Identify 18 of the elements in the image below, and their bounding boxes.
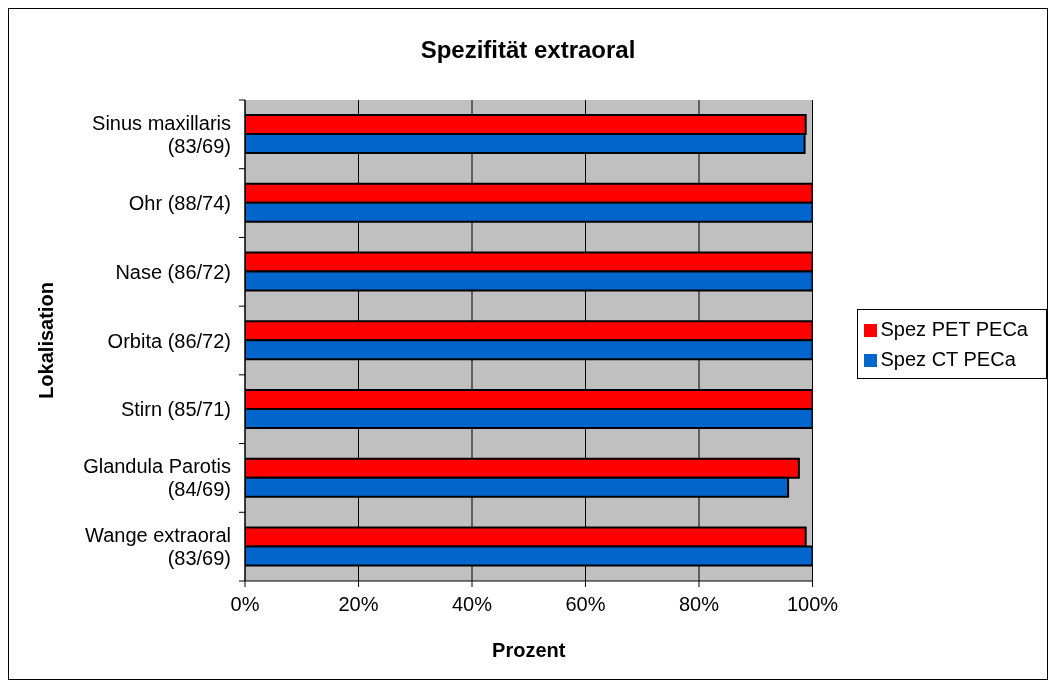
x-tick-label: 20% bbox=[338, 593, 379, 616]
y-tick-label: Stirn (85/71) bbox=[120, 398, 231, 421]
x-tick-label: 0% bbox=[230, 593, 260, 616]
x-tick-label: 60% bbox=[565, 593, 606, 616]
y-tick-label: Sinus maxillaris (83/69) bbox=[92, 111, 231, 157]
y-tick-label: Nase (86/72) bbox=[115, 260, 231, 283]
y-tick-label: Wange extraoral (83/69) bbox=[85, 524, 231, 570]
legend-label: Spez CT PECa bbox=[880, 348, 1016, 370]
y-tick-label: Glandula Parotis (84/69) bbox=[83, 455, 231, 501]
x-axis-title: Prozent bbox=[492, 639, 566, 661]
y-tick-label: Ohr (88/74) bbox=[128, 192, 231, 215]
y-axis-title: Lokalisation bbox=[35, 282, 57, 399]
x-tick-label: 40% bbox=[451, 593, 493, 616]
y-tick-label: Orbita (86/72) bbox=[107, 329, 231, 352]
x-tick-label: 80% bbox=[679, 593, 720, 616]
chart-title: Spezifität extraoral bbox=[419, 36, 637, 64]
legend-label: Spez PET PECa bbox=[880, 318, 1028, 340]
x-tick-label: 100% bbox=[786, 593, 839, 616]
